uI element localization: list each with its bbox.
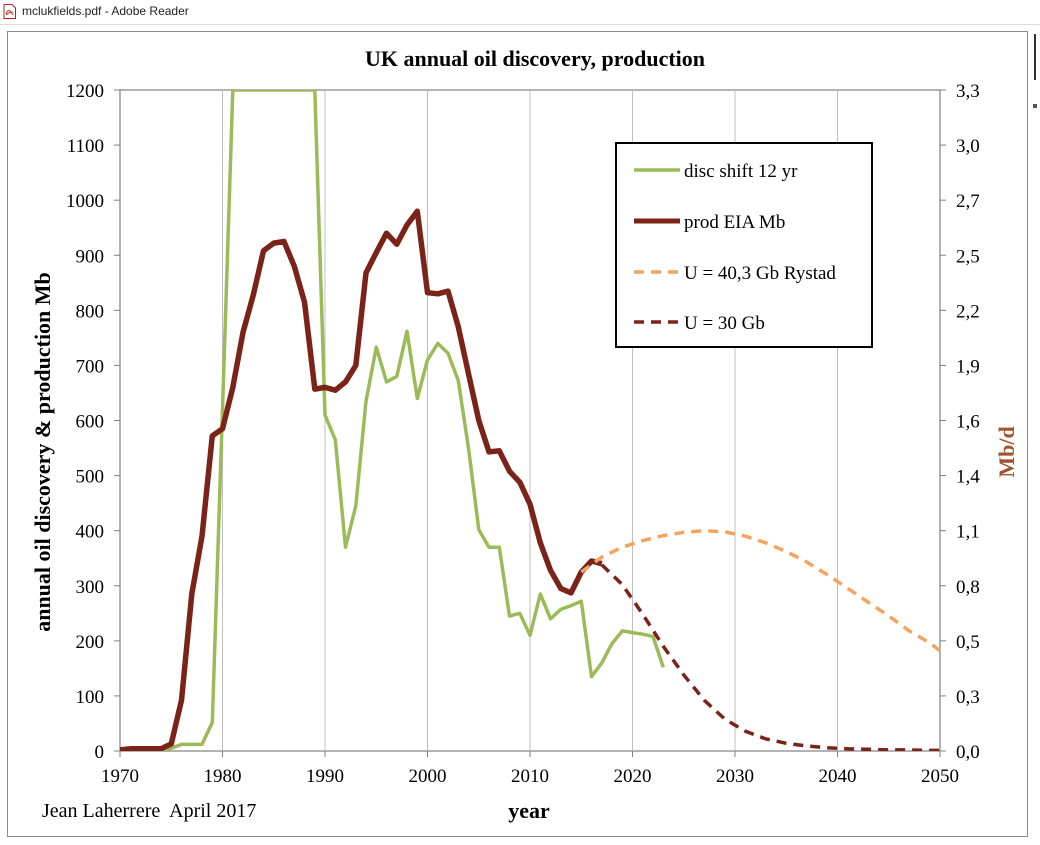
y2-tick-label: 1,1: [956, 522, 980, 543]
window-titlebar: mclukfields.pdf - Adobe Reader: [0, 0, 1040, 25]
y2-tick-label: 0,5: [956, 632, 980, 653]
y-tick-label: 900: [76, 246, 105, 267]
series-u40-rystad: [580, 528, 940, 653]
legend-label-prod: prod EIA Mb: [684, 212, 785, 233]
x-tick-label: 1980: [204, 766, 242, 787]
y2-tick-label: 1,9: [956, 356, 980, 377]
window-title: mclukfields.pdf - Adobe Reader: [22, 4, 189, 18]
y-axis-label: annual oil discovery & production Mb: [30, 272, 55, 632]
chart-area: 1970 1980 1990 2000 2010 2020 2030 2040 2050 0 100…: [7, 31, 1028, 837]
y-tick-label: 800: [76, 301, 105, 322]
y2-tick-label: 0,0: [956, 742, 980, 763]
x-tick-label: 2040: [819, 766, 857, 787]
x-tick-label: 1970: [101, 766, 139, 787]
y-tick-label: 500: [76, 467, 105, 488]
pdf-file-icon: [3, 4, 16, 19]
y2-tick-label: 3,0: [956, 136, 980, 157]
legend: disc shift 12 yr prod EIA Mb U = 40,3 Gb…: [615, 142, 873, 348]
series-disc-shift-12yr: [120, 90, 665, 751]
y-tick-label: 1000: [66, 191, 104, 212]
y2-tick-label: 2,2: [956, 301, 980, 322]
y2-tick-label: 3,3: [956, 81, 980, 102]
y2-tick-label: 0,8: [956, 577, 980, 598]
y-tick-label: 700: [76, 356, 105, 377]
y2-tick-label: 2,7: [956, 191, 980, 212]
chart-canvas: 1970 1980 1990 2000 2010 2020 2030 2040 2050 0 100…: [30, 46, 1019, 823]
x-tick-label: 2020: [614, 766, 652, 787]
legend-box: [615, 142, 873, 348]
y2-tick-label: 0,3: [956, 687, 980, 708]
y-tick-label: 600: [76, 412, 105, 433]
author-credit: Jean Laherrere April 2017: [42, 800, 256, 822]
x-tick-label: 2030: [716, 766, 754, 787]
chart-axes: 1970 1980 1990 2000 2010 2020 2030 2040 2050 0 100…: [66, 81, 980, 787]
y-tick-label: 300: [76, 577, 105, 598]
legend-label-u30: U = 30 Gb: [684, 313, 765, 334]
x-tick-label: 2050: [921, 766, 959, 787]
y-tick-label: 200: [76, 632, 105, 653]
adjacent-page-edge: [1034, 34, 1036, 80]
y-tick-label: 1100: [67, 136, 104, 157]
y2-tick-label: 1,6: [956, 412, 980, 433]
x-axis-label: year: [508, 798, 550, 823]
chart-series: [120, 90, 940, 751]
series-u30: [600, 563, 940, 751]
series-prod-eia: [120, 208, 603, 751]
y-tick-label: 0: [95, 742, 105, 763]
y-tick-label: 400: [76, 522, 105, 543]
y-tick-label: 1200: [66, 81, 104, 102]
y2-tick-label: 1,4: [956, 467, 980, 488]
y-tick-label: 100: [76, 687, 105, 708]
x-tick-label: 1990: [306, 766, 344, 787]
y2-axis-label: Mb/d: [994, 426, 1019, 477]
chart-title: UK annual oil discovery, production: [365, 46, 705, 71]
adjacent-page-mark: [1033, 104, 1037, 108]
x-tick-label: 2000: [409, 766, 447, 787]
legend-label-rystad: U = 40,3 Gb Rystad: [684, 263, 836, 284]
legend-label-disc: disc shift 12 yr: [684, 161, 798, 182]
y2-tick-label: 2,5: [956, 246, 980, 267]
x-tick-label: 2010: [511, 766, 549, 787]
